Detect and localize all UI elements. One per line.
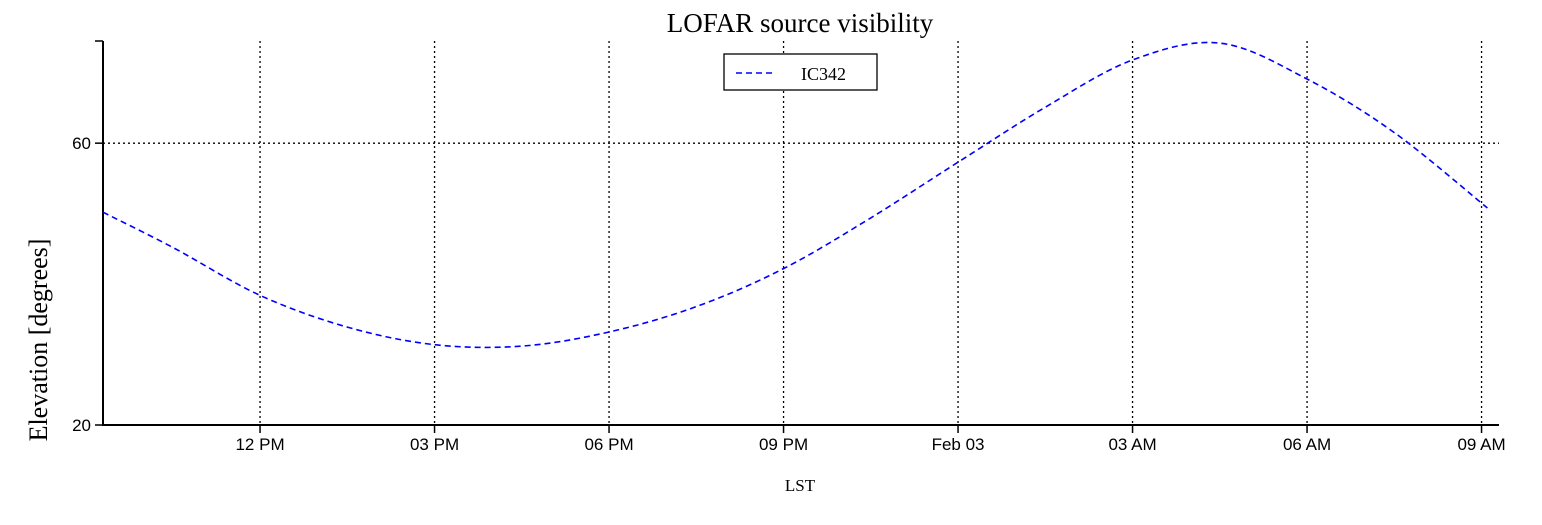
grid-layer bbox=[103, 41, 1499, 425]
x-tick-label: 06 PM bbox=[584, 435, 633, 454]
x-tick-label: 09 AM bbox=[1457, 435, 1505, 454]
x-tick-label: 12 PM bbox=[235, 435, 284, 454]
x-tick-label: 03 AM bbox=[1108, 435, 1156, 454]
x-tick-label: 09 PM bbox=[759, 435, 808, 454]
x-axis-label: LST bbox=[785, 476, 816, 495]
chart-title: LOFAR source visibility bbox=[667, 8, 934, 38]
y-tick-label: 60 bbox=[72, 134, 91, 153]
legend: IC342 bbox=[723, 53, 878, 91]
tick-layer: 12 PM 03 PM 06 PM 09 PM Feb 03 03 AM 06 AM 09 A… bbox=[72, 40, 1506, 454]
x-tick-label: Feb 03 bbox=[932, 435, 985, 454]
y-axis-label: Elevation [degrees] bbox=[24, 239, 53, 442]
x-tick-label: 06 AM bbox=[1283, 435, 1331, 454]
legend-label: IC342 bbox=[801, 64, 846, 84]
y-tick-label: 20 bbox=[72, 416, 91, 435]
x-tick-label: 03 PM bbox=[410, 435, 459, 454]
legend-box bbox=[723, 53, 878, 91]
